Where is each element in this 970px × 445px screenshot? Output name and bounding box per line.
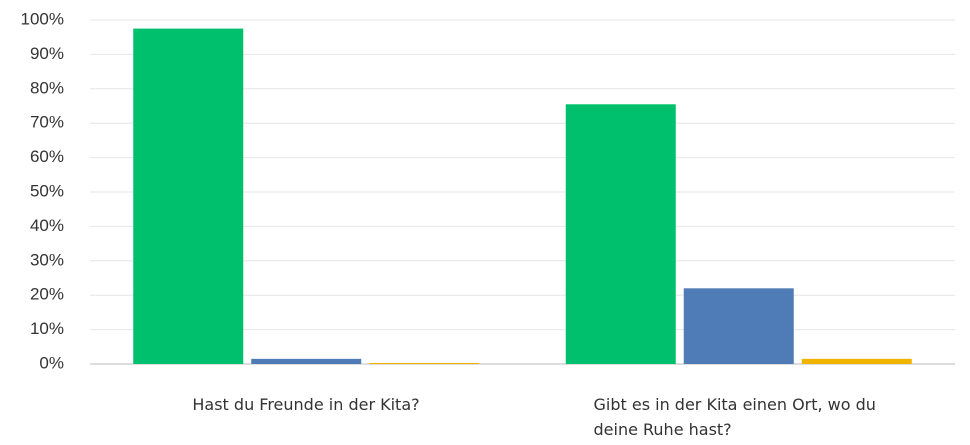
- x-tick-label-box: Gibt es in der Kita einen Ort, wo du dei…: [523, 392, 955, 442]
- y-tick-label: 10%: [30, 319, 64, 338]
- bar: [251, 358, 362, 364]
- y-tick-label: 50%: [30, 181, 64, 200]
- y-tick-label: 100%: [21, 9, 64, 28]
- bar: [369, 362, 480, 364]
- y-tick-label: 60%: [30, 147, 64, 166]
- y-tick-label: 0%: [39, 353, 64, 372]
- y-tick-label: 40%: [30, 216, 64, 235]
- x-tick-label: Hast du Freunde in der Kita?: [192, 395, 420, 414]
- y-tick-label: 20%: [30, 285, 64, 304]
- bar: [133, 28, 244, 364]
- y-tick-label: 70%: [30, 113, 64, 132]
- bar: [801, 358, 912, 364]
- bar: [683, 288, 794, 364]
- x-tick-label: Gibt es in der Kita einen Ort, wo du dei…: [593, 395, 876, 439]
- bar: [565, 104, 676, 364]
- y-tick-label: 30%: [30, 250, 64, 269]
- y-tick-label: 90%: [30, 44, 64, 63]
- y-tick-label: 80%: [30, 78, 64, 97]
- x-tick-label-box: Hast du Freunde in der Kita?: [90, 392, 522, 417]
